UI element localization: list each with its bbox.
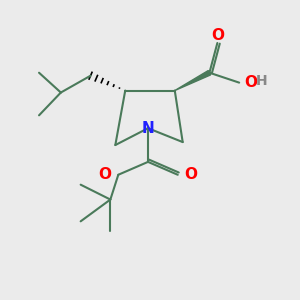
Text: O: O — [244, 75, 257, 90]
Text: H: H — [256, 74, 268, 88]
Polygon shape — [175, 70, 211, 91]
Text: N: N — [142, 121, 154, 136]
Text: O: O — [211, 28, 224, 43]
Text: O: O — [98, 167, 111, 182]
Text: O: O — [185, 167, 198, 182]
